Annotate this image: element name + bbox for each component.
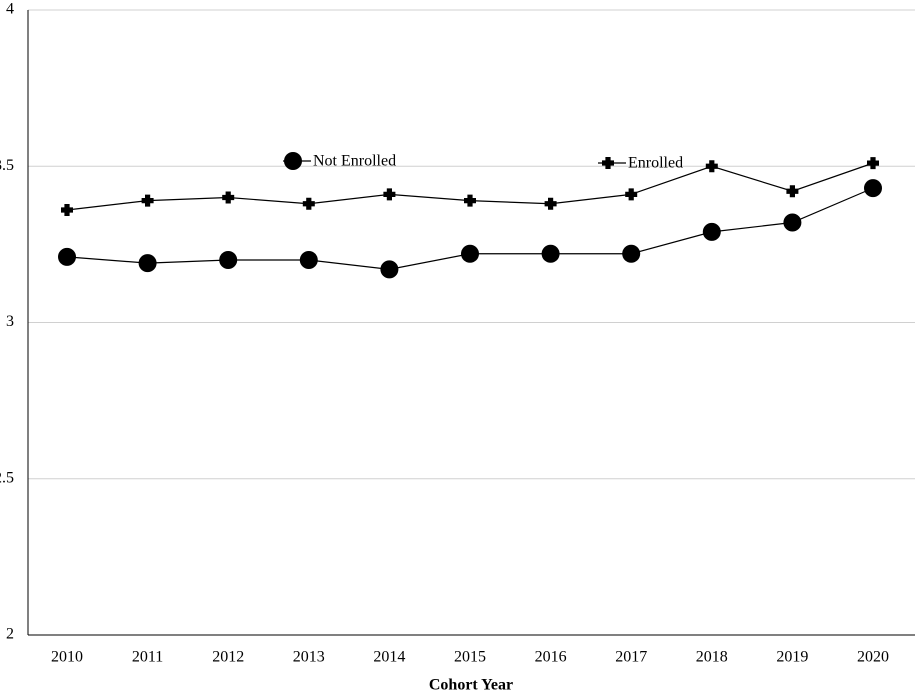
data-point xyxy=(61,204,73,216)
data-point xyxy=(625,188,638,201)
x-tick-label: 2012 xyxy=(212,649,244,666)
legend-label: Not Enrolled xyxy=(313,153,396,170)
y-tick-label: 3.5 xyxy=(0,157,14,174)
x-tick-label: 2011 xyxy=(132,649,163,666)
data-point xyxy=(58,247,76,266)
data-point xyxy=(219,251,238,269)
y-tick-label: 3 xyxy=(6,313,14,330)
y-tick-label: 4 xyxy=(6,1,14,18)
x-tick-label: 2015 xyxy=(454,649,486,666)
data-point xyxy=(299,251,318,269)
data-point xyxy=(867,157,879,170)
x-tick-label: 2018 xyxy=(696,649,728,666)
data-point xyxy=(622,244,641,263)
data-point xyxy=(541,244,560,263)
data-point xyxy=(705,160,718,173)
data-point xyxy=(786,185,799,198)
legend-marker xyxy=(284,152,302,170)
data-point xyxy=(302,197,315,210)
x-tick-label: 2020 xyxy=(857,649,889,666)
x-tick-label: 2014 xyxy=(373,649,405,666)
legend-marker xyxy=(602,157,614,169)
data-point xyxy=(222,191,235,204)
x-tick-label: 2019 xyxy=(776,649,808,666)
x-tick-label: 2010 xyxy=(51,649,83,666)
data-point xyxy=(141,194,154,207)
data-point xyxy=(702,222,721,241)
x-tick-label: 2016 xyxy=(535,649,567,666)
y-tick-label: 2.5 xyxy=(0,469,14,486)
x-axis-label: Cohort Year xyxy=(429,677,513,694)
legend-label: Enrolled xyxy=(628,155,683,172)
data-point xyxy=(380,260,399,279)
data-point xyxy=(383,188,396,201)
x-tick-label: 2017 xyxy=(615,649,647,666)
data-point xyxy=(783,213,802,232)
data-point xyxy=(461,244,479,263)
y-tick-label: 2 xyxy=(6,626,14,643)
data-point xyxy=(544,197,557,210)
data-point xyxy=(138,254,157,273)
x-tick-label: 2013 xyxy=(293,649,325,666)
data-point xyxy=(864,179,882,198)
data-point xyxy=(464,194,476,207)
